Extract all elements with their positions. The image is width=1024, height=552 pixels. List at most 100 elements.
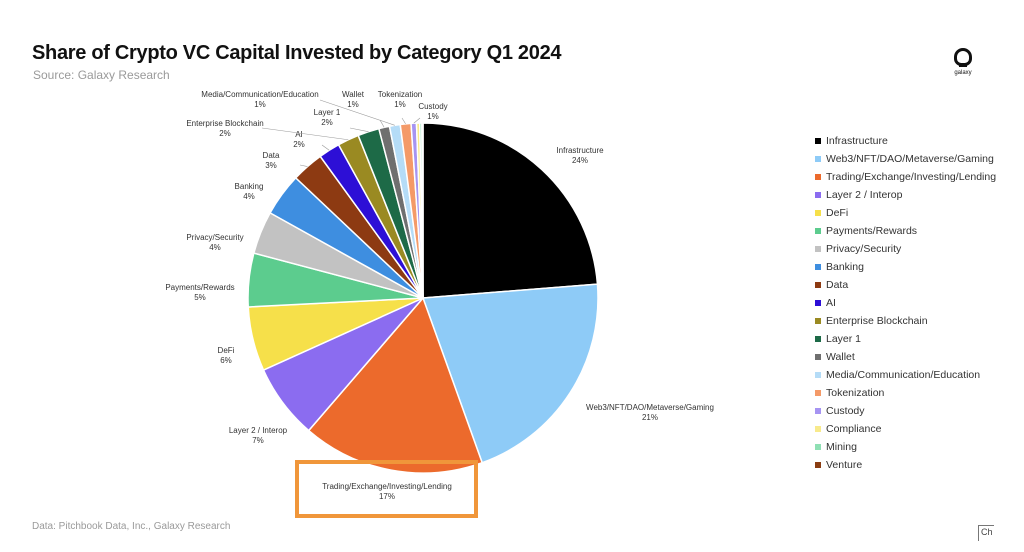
legend-label: DeFi: [826, 207, 849, 219]
slice-label-ai: AI: [295, 130, 303, 139]
slice-label-trading-exchange-investing-lending: Trading/Exchange/Investing/Lending: [322, 482, 452, 491]
legend-swatch: [815, 156, 821, 162]
legend-swatch: [815, 210, 821, 216]
legend-label: Infrastructure: [826, 135, 888, 147]
legend-item-infrastructure: Infrastructure: [815, 132, 996, 150]
legend-swatch: [815, 318, 821, 324]
legend-item-trading-exchange-investing-lending: Trading/Exchange/Investing/Lending: [815, 168, 996, 186]
slice-label-data: Data: [263, 151, 280, 160]
legend-label: Web3/NFT/DAO/Metaverse/Gaming: [826, 153, 994, 165]
legend-item-layer-1: Layer 1: [815, 330, 996, 348]
slice-label-defi: DeFi: [218, 346, 235, 355]
legend-label: Compliance: [826, 423, 882, 435]
legend-label: Venture: [826, 459, 863, 471]
legend-swatch: [815, 354, 821, 360]
legend-item-layer-2-interop: Layer 2 / Interop: [815, 186, 996, 204]
slice-label-layer-2-interop: Layer 2 / Interop: [229, 426, 288, 435]
corner-mark: Ch: [978, 525, 994, 541]
galaxy-logo-text: galaxy: [954, 70, 972, 76]
legend-swatch: [815, 444, 821, 450]
legend-item-custody: Custody: [815, 402, 996, 420]
legend-item-compliance: Compliance: [815, 420, 996, 438]
slice-pct-data: 3%: [265, 161, 277, 170]
legend-swatch: [815, 426, 821, 432]
legend-swatch: [815, 390, 821, 396]
legend-item-ai: AI: [815, 294, 996, 312]
legend-item-privacy-security: Privacy/Security: [815, 240, 996, 258]
slice-label-infrastructure: Infrastructure: [556, 146, 604, 155]
slice-label-banking: Banking: [235, 182, 264, 191]
highlight-box: [295, 460, 478, 518]
legend-swatch: [815, 462, 821, 468]
slice-pct-privacy-security: 4%: [209, 243, 221, 252]
legend-swatch: [815, 282, 821, 288]
slice-label-tokenization: Tokenization: [378, 90, 422, 99]
leader-line-tokenization: [401, 117, 406, 125]
slice-pct-wallet: 1%: [347, 100, 359, 109]
pie-slice-trading-exchange-investing-lending: [307, 296, 484, 474]
legend-swatch: [815, 138, 821, 144]
slice-pct-defi: 6%: [220, 356, 232, 365]
legend-label: Payments/Rewards: [826, 225, 918, 237]
leader-line-data: [299, 164, 308, 167]
legend-label: AI: [826, 297, 836, 309]
legend-label: Enterprise Blockchain: [826, 315, 928, 327]
slice-pct-banking: 4%: [243, 192, 255, 201]
legend-label: Tokenization: [826, 387, 885, 399]
leader-line-layer-1: [349, 127, 369, 133]
slice-label-web3-nft-dao-metaverse-gaming: Web3/NFT/DAO/Metaverse/Gaming: [586, 403, 714, 412]
legend-swatch: [815, 192, 821, 198]
legend-swatch: [815, 264, 821, 270]
leader-line-custody: [413, 117, 421, 124]
legend-item-data: Data: [815, 276, 996, 294]
slice-pct-layer-2-interop: 7%: [252, 436, 264, 445]
pie-slice-venture: [421, 122, 424, 299]
pie-slice-infrastructure: [422, 122, 599, 299]
chart-source: Source: Galaxy Research: [33, 68, 170, 82]
slice-pct-layer-1: 2%: [321, 118, 333, 127]
legend-item-enterprise-blockchain: Enterprise Blockchain: [815, 312, 996, 330]
legend-label: Mining: [826, 441, 857, 453]
legend-label: Custody: [826, 405, 865, 417]
slice-label-privacy-security: Privacy/Security: [186, 233, 243, 242]
legend-item-banking: Banking: [815, 258, 996, 276]
legend-item-tokenization: Tokenization: [815, 384, 996, 402]
legend-label: Privacy/Security: [826, 243, 902, 255]
legend-label: Trading/Exchange/Investing/Lending: [826, 171, 997, 183]
slice-pct-custody: 1%: [427, 112, 439, 121]
legend-item-web3-nft-dao-metaverse-gaming: Web3/NFT/DAO/Metaverse/Gaming: [815, 150, 996, 168]
galaxy-logo-icon: [954, 48, 972, 67]
slice-pct-infrastructure: 24%: [572, 156, 588, 165]
galaxy-logo: galaxy: [950, 48, 976, 76]
slice-pct-media-communication-education: 1%: [254, 100, 266, 109]
leader-line-ai: [321, 144, 330, 151]
slice-label-enterprise-blockchain: Enterprise Blockchain: [186, 119, 263, 128]
slice-pct-trading-exchange-investing-lending: 17%: [379, 492, 395, 501]
slice-label-wallet: Wallet: [342, 90, 365, 99]
chart-title: Share of Crypto VC Capital Invested by C…: [32, 42, 562, 64]
footer-source: Data: Pitchbook Data, Inc., Galaxy Resea…: [32, 521, 231, 532]
legend-item-venture: Venture: [815, 456, 996, 474]
legend-swatch: [815, 336, 821, 342]
chart-legend: Infrastructure Web3/NFT/DAO/Metaverse/Gam…: [815, 132, 996, 474]
legend-item-payments-rewards: Payments/Rewards: [815, 222, 996, 240]
legend-swatch: [815, 246, 821, 252]
legend-label: Wallet: [826, 351, 855, 363]
slice-label-custody: Custody: [418, 102, 447, 111]
legend-item-wallet: Wallet: [815, 348, 996, 366]
legend-swatch: [815, 408, 821, 414]
legend-swatch: [815, 174, 821, 180]
leader-line-wallet: [379, 119, 385, 128]
legend-label: Banking: [826, 261, 864, 273]
slice-label-layer-1: Layer 1: [314, 108, 341, 117]
legend-item-mining: Mining: [815, 438, 996, 456]
legend-swatch: [815, 300, 821, 306]
legend-swatch: [815, 372, 821, 378]
leader-line-enterprise-blockchain: [261, 127, 349, 141]
slice-pct-web3-nft-dao-metaverse-gaming: 21%: [642, 413, 658, 422]
legend-label: Layer 2 / Interop: [826, 189, 903, 201]
legend-label: Media/Communication/Education: [826, 369, 981, 381]
slice-pct-enterprise-blockchain: 2%: [219, 129, 231, 138]
legend-swatch: [815, 228, 821, 234]
legend-item-defi: DeFi: [815, 204, 996, 222]
